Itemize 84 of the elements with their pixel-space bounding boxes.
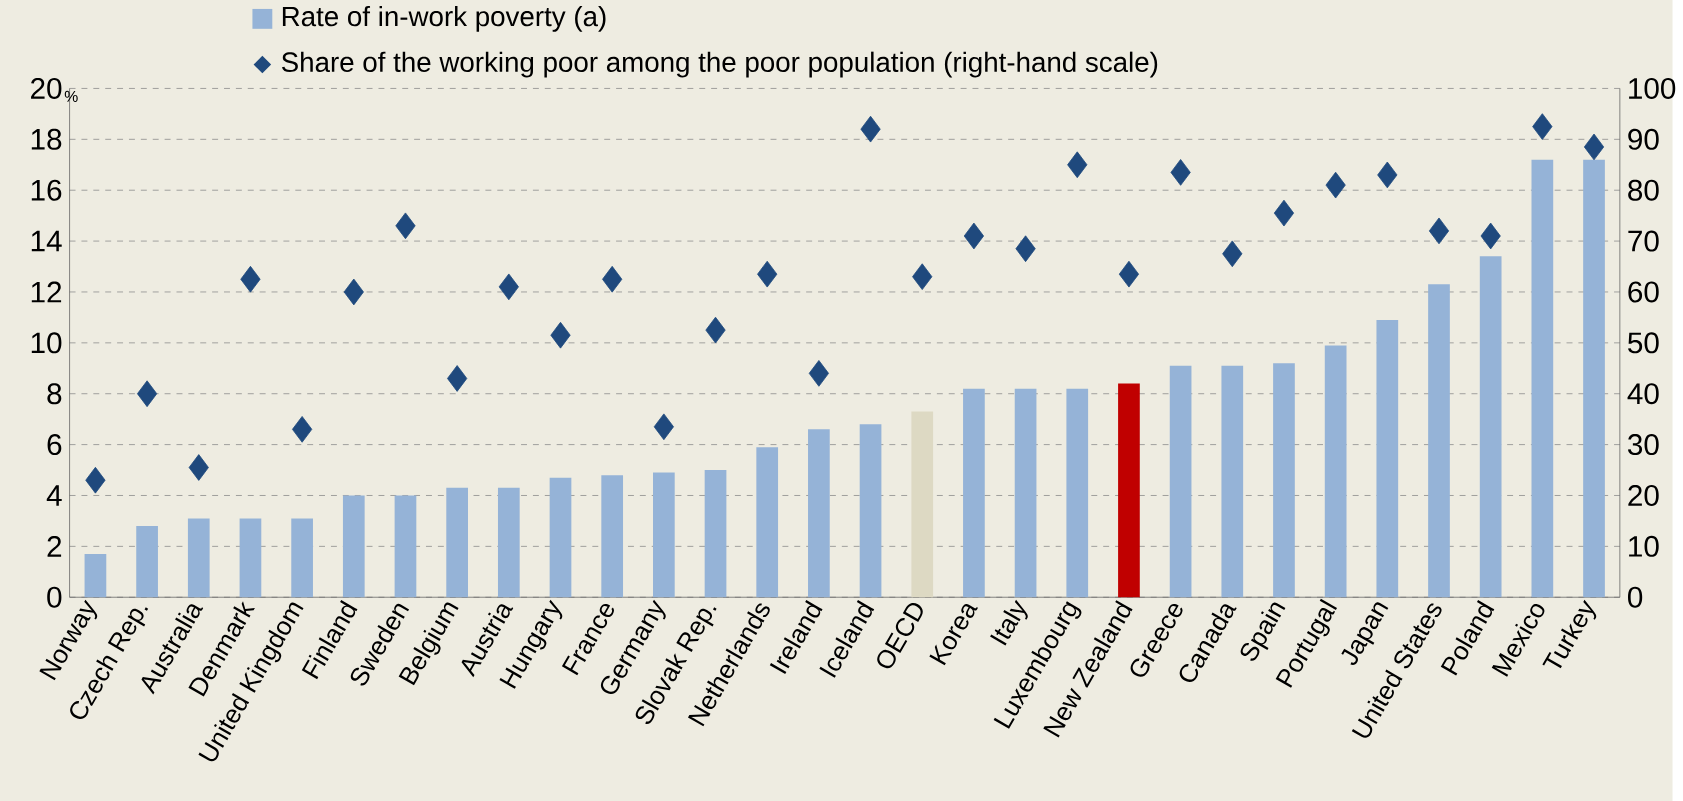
y-tick-label: 6 (47, 434, 62, 456)
y-tick-label: 8 (47, 383, 62, 405)
bar (859, 424, 882, 598)
point (705, 316, 726, 344)
bar (187, 518, 210, 598)
bar (1118, 383, 1140, 598)
point (860, 115, 881, 143)
point (757, 260, 778, 288)
bar (1014, 388, 1037, 598)
bar (342, 495, 365, 598)
legend-label: Share of the working poor among the poor population (right-hand scale) (281, 51, 1158, 78)
bar (1479, 256, 1502, 598)
legend-label: Rate of in-work poverty (a) (282, 5, 606, 32)
y2-tick-label: 30 (1627, 434, 1659, 456)
y2-tick-label: 0 (1628, 586, 1643, 608)
bar (704, 470, 727, 598)
y-axis-title: % (64, 90, 78, 102)
y-tick-label: 18 (31, 128, 62, 150)
bar (601, 475, 624, 598)
bar (911, 411, 934, 598)
point (1170, 159, 1191, 186)
point (1480, 222, 1501, 250)
bar (756, 447, 779, 598)
bar (1531, 159, 1554, 598)
y2-tick-label: 70 (1628, 230, 1659, 252)
y-tick-label: 20 (31, 77, 62, 99)
point (1583, 133, 1605, 161)
bar (1169, 365, 1192, 598)
point (343, 278, 364, 306)
point (395, 212, 416, 240)
bar (808, 429, 830, 598)
y2-tick-label: 60 (1628, 281, 1659, 303)
point (1222, 240, 1243, 268)
y-tick-label: 16 (31, 179, 62, 201)
point (137, 380, 158, 408)
bar (1428, 284, 1450, 598)
point (498, 273, 519, 301)
point (188, 454, 209, 481)
point (602, 265, 623, 293)
bar (394, 495, 417, 598)
bar (497, 487, 520, 598)
bar (446, 487, 468, 598)
y-tick-label: 14 (31, 230, 62, 252)
point (292, 416, 313, 443)
point (1428, 217, 1450, 245)
y2-tick-label: 80 (1628, 179, 1659, 201)
y-tick-label: 2 (47, 536, 62, 557)
y2-tick-label: 10 (1629, 535, 1659, 557)
bar (1583, 159, 1605, 598)
y-tick-label: 12 (31, 281, 62, 303)
bar (549, 477, 572, 598)
point (447, 365, 468, 392)
point (1067, 151, 1088, 179)
point (1325, 171, 1346, 199)
bar (1324, 345, 1347, 598)
point (550, 321, 571, 349)
point (1532, 113, 1553, 140)
point (808, 360, 829, 387)
point (963, 222, 984, 250)
bar (136, 526, 158, 598)
y2-tick-label: 50 (1628, 332, 1659, 354)
y-tick-label: 10 (31, 332, 62, 354)
bar (1376, 319, 1399, 598)
bar (1221, 365, 1244, 598)
point (85, 466, 106, 494)
y2-tick-label: 20 (1628, 484, 1659, 506)
bar (239, 518, 262, 598)
y-tick-label: 4 (46, 485, 62, 506)
point (1118, 260, 1140, 288)
point (1273, 199, 1295, 227)
y2-tick-label: 100 (1629, 77, 1676, 99)
point (912, 263, 933, 291)
y2-tick-label: 90 (1628, 128, 1659, 150)
bar (1273, 363, 1295, 598)
bar (84, 554, 107, 598)
point (1377, 161, 1398, 189)
bar (1066, 388, 1089, 598)
bar (963, 388, 985, 598)
point (653, 413, 674, 441)
bar (291, 518, 313, 598)
bar (653, 472, 675, 598)
point (1015, 235, 1036, 263)
y2-tick-label: 40 (1627, 383, 1659, 405)
point (240, 265, 261, 293)
